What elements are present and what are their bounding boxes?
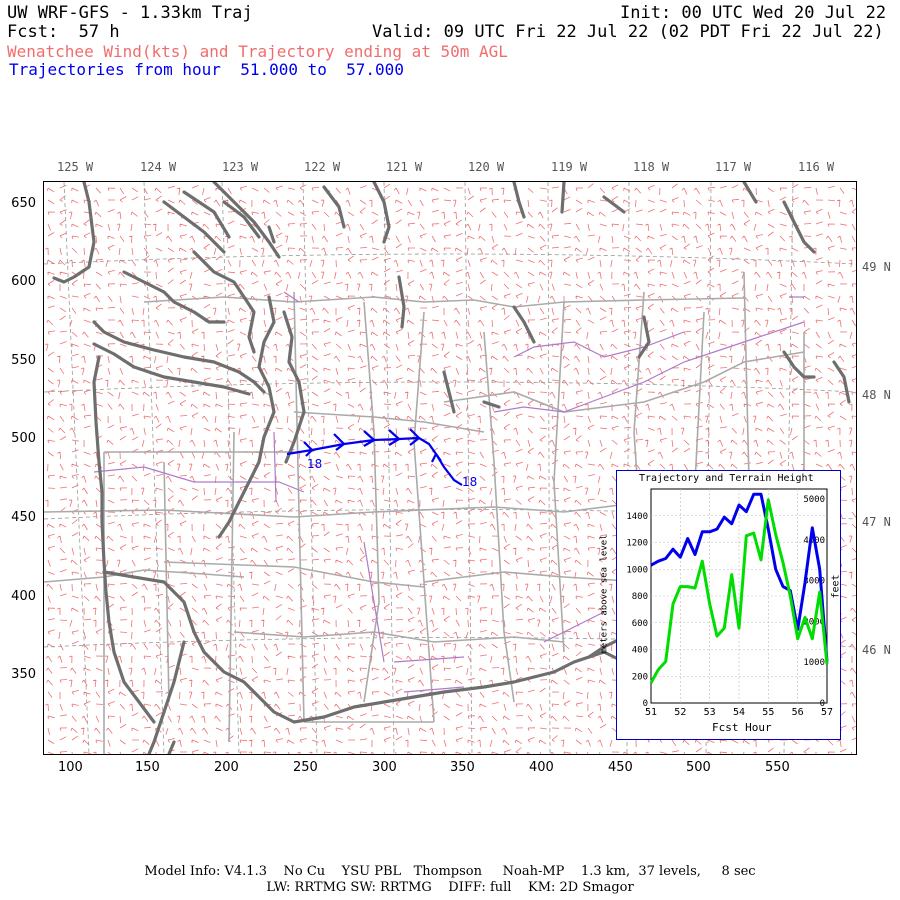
trajectory-hours: Trajectories from hour 51.000 to 57.000: [9, 60, 404, 79]
x-tick-label: 100: [58, 760, 83, 775]
map-canvas: 18 18: [44, 182, 856, 754]
inset-x-tick: 52: [674, 707, 686, 718]
inset-x-tick: 56: [792, 707, 804, 718]
rivers: [93, 291, 805, 693]
x-tick-label: 500: [686, 760, 711, 775]
inset-x-tick: 55: [762, 707, 774, 718]
x-tick-label: 350: [450, 760, 475, 775]
y-tick-label: 500: [11, 431, 36, 446]
x-tick-label: 550: [765, 760, 790, 775]
inset-x-tick: 54: [733, 707, 745, 718]
x-tick-label: 450: [608, 760, 633, 775]
model-info-line2: LW: RRTMG SW: RRTMG DIFF: full KM: 2D Sm…: [266, 880, 634, 895]
valid-time: Valid: 09 UTC Fri 22 Jul 22 (02 PDT Fri …: [372, 22, 884, 42]
inset-right-tick: 3000: [803, 577, 825, 587]
model-info-line1: Model Info: V4.1.3 No Cu YSU PBL Thompso…: [144, 864, 756, 879]
inset-left-tick: 1400: [626, 512, 648, 522]
inset-left-tick: 400: [632, 646, 648, 656]
trajectory-height-line: [650, 492, 829, 662]
terrain-height-line: [649, 498, 829, 684]
lon-label: 118 W: [633, 160, 670, 174]
coastline: [52, 182, 851, 754]
y-tick-label: 600: [11, 274, 36, 289]
inset-right-tick: 0: [820, 699, 825, 709]
inset-left-tick: 600: [632, 619, 648, 629]
x-tick-label: 400: [529, 760, 554, 775]
inset-x-tick: 57: [821, 707, 833, 718]
inset-x-tick: 51: [645, 707, 657, 718]
lat-label: 47 N: [862, 515, 891, 529]
graticule: [44, 182, 856, 754]
inset-chart: 0200400600800100012001400010002000300040…: [626, 488, 833, 718]
lon-label: 121 W: [386, 160, 423, 174]
forecast-hour: Fcst: 57 h: [7, 22, 120, 42]
y-tick-label: 350: [11, 667, 36, 682]
lat-label: 46 N: [862, 643, 891, 657]
lon-label: 125 W: [57, 160, 94, 174]
inset-xlabel: Fcst Hour: [712, 721, 772, 734]
lon-label: 116 W: [798, 160, 835, 174]
y-tick-label: 550: [11, 353, 36, 368]
inset-left-tick: 0: [643, 699, 648, 709]
trajectory: [286, 428, 463, 486]
trajectory-end-label: 18: [462, 475, 477, 489]
inset-x-tick: 53: [704, 707, 716, 718]
x-tick-label: 200: [214, 760, 239, 775]
inset-left-tick: 1200: [626, 539, 648, 549]
trajectory-start-label: 18: [307, 457, 322, 471]
title-text: UW WRF-GFS - 1.33km Traj: [7, 3, 253, 23]
x-tick-label: 300: [372, 760, 397, 775]
lon-label: 124 W: [140, 160, 177, 174]
lon-label: 117 W: [715, 160, 752, 174]
lon-label: 120 W: [468, 160, 505, 174]
field-description: Wenatchee Wind(kts) and Trajectory endin…: [7, 42, 508, 61]
lon-label: 123 W: [222, 160, 259, 174]
inset-left-tick: 1000: [626, 565, 648, 575]
y-tick-label: 450: [11, 510, 36, 525]
y-tick-label: 650: [11, 196, 36, 211]
trajectory-terrain-inset: Trajectory and Terrain Height Fcst Hour …: [600, 470, 842, 740]
lon-label: 122 W: [304, 160, 341, 174]
inset-left-tick: 800: [632, 592, 648, 602]
y-tick-label: 400: [11, 589, 36, 604]
inset-right-tick: 1000: [803, 658, 825, 668]
x-tick-label: 150: [135, 760, 160, 775]
inset-right-tick: 5000: [803, 495, 825, 505]
inset-left-tick: 200: [632, 672, 648, 682]
inset-title: Trajectory and Terrain Height: [639, 473, 814, 484]
lon-label: 119 W: [551, 160, 588, 174]
lat-label: 49 N: [862, 260, 891, 274]
lat-label: 48 N: [862, 388, 891, 402]
init-time: Init: 00 UTC Wed 20 Jul 22: [620, 3, 887, 23]
x-tick-label: 250: [293, 760, 318, 775]
inset-ylabel-left: meters above sea level: [599, 534, 610, 654]
